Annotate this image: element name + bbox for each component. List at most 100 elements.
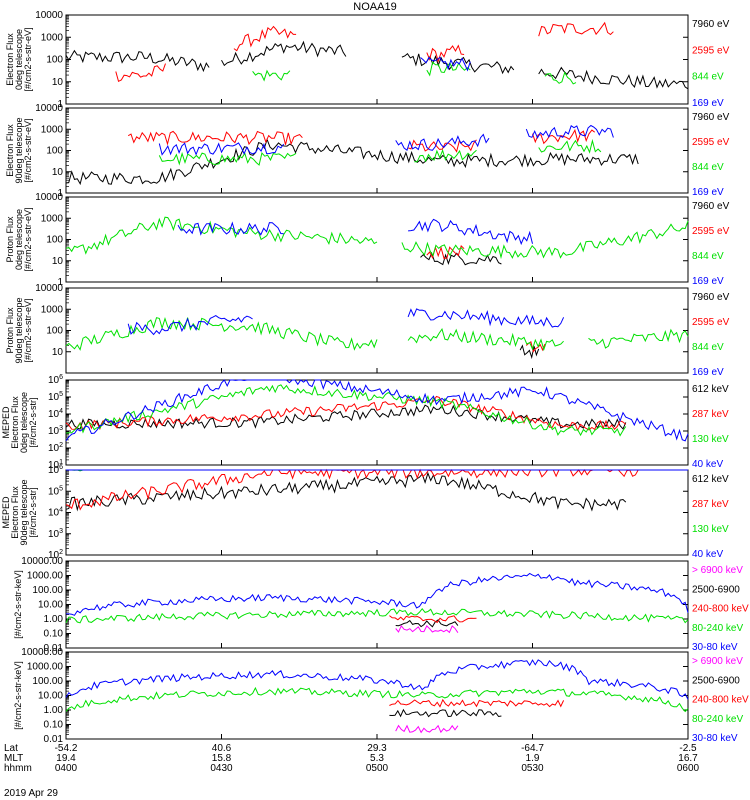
- y-tick-label: 10: [52, 347, 64, 358]
- footer-value: 19.4: [56, 753, 76, 764]
- panel-frame: [65, 651, 689, 740]
- series-trace: [158, 142, 285, 156]
- series-trace: [127, 315, 253, 336]
- series-trace: [426, 61, 471, 77]
- footer-value: -64.7: [521, 743, 544, 754]
- series-trace: [389, 698, 565, 708]
- series-trace: [525, 124, 614, 139]
- panel-frame: [65, 469, 689, 556]
- legend-entry: 169 eV: [692, 276, 724, 287]
- series-trace: [538, 138, 602, 154]
- legend-entry: 40 keV: [692, 549, 723, 560]
- legend-entry: 844 eV: [692, 162, 724, 173]
- y-tick-label: 1000: [41, 32, 64, 43]
- legend-entry: 2500-6900: [692, 675, 740, 686]
- legend-entry: 30-80 keV: [692, 642, 738, 653]
- y-axis-label-line: 0deg telescope: [14, 209, 24, 270]
- footer-value: 15.8: [212, 753, 232, 764]
- series-trace: [115, 63, 166, 83]
- legend-entry: 287 keV: [692, 409, 729, 420]
- y-tick-label: 1000: [41, 213, 64, 224]
- series-trace: [65, 316, 378, 351]
- series-trace: [395, 133, 490, 152]
- series-trace: [233, 25, 297, 52]
- y-axis-label-line: Electron Flux: [5, 33, 15, 86]
- series-trace: [389, 708, 502, 718]
- panel-6: 102 103 104 105 106 MEPED Electron Flux 90deg t…: [1, 464, 729, 561]
- y-axis-label-line: MEPED: [1, 496, 11, 529]
- legend-entry: > 6900 keV: [692, 565, 743, 576]
- legend-entry: 169 eV: [692, 367, 724, 378]
- panel-5: 101 102 103 104 105 106 MEPED Electron Flux 0deg…: [1, 374, 729, 471]
- series-trace: [65, 395, 627, 432]
- series-trace: [65, 404, 627, 430]
- y-tick-label: 105: [48, 485, 63, 497]
- y-axis-label-line: [#/cm2-s-str]: [28, 397, 38, 447]
- legend-entry: 2500-6900: [692, 584, 740, 595]
- y-tick-label: 104: [48, 507, 63, 519]
- series-trace: [65, 608, 689, 624]
- series-trace: [66, 572, 689, 616]
- series-trace: [408, 218, 533, 246]
- footer-value: 0500: [366, 763, 389, 774]
- footer-row-label: MLT: [4, 753, 23, 764]
- footer-value: 16.7: [678, 753, 698, 764]
- y-tick-label: 1: [57, 188, 63, 199]
- y-tick-label: 10.00: [38, 600, 63, 611]
- plot-title: NOAA19: [353, 1, 396, 13]
- series-trace: [65, 137, 639, 186]
- y-axis-label-line: Proton Flux: [5, 216, 15, 263]
- y-tick-label: 10000: [35, 103, 63, 114]
- y-axis-label-line: Electron Flux: [5, 124, 15, 177]
- y-axis-label-line: Electron Flux: [10, 486, 20, 539]
- footer-value: 0430: [210, 763, 233, 774]
- y-tick-label: 106: [48, 374, 63, 386]
- y-tick-label: 10: [52, 77, 64, 88]
- y-tick-label: 102: [48, 549, 63, 561]
- y-axis-label-line: MEPED: [1, 406, 11, 439]
- series-trace: [420, 251, 502, 266]
- y-tick-label: 10000: [35, 192, 63, 203]
- legend-entry: 2595 eV: [692, 317, 730, 328]
- series-trace: [426, 44, 465, 64]
- y-tick-label: 100: [46, 235, 63, 246]
- date-label: 2019 Apr 29: [4, 788, 58, 799]
- legend-entry: > 6900 keV: [692, 656, 743, 667]
- y-tick-label: 100: [46, 55, 63, 66]
- y-tick-label: 10000.00: [21, 647, 63, 658]
- series-trace: [407, 308, 565, 328]
- y-axis-label-line: Proton Flux: [5, 307, 15, 354]
- footer-value: 40.6: [212, 743, 232, 754]
- y-tick-label: 1.00: [44, 705, 64, 716]
- y-axis-label-line: Electron Flux: [10, 396, 20, 449]
- y-tick-label: 0.01: [44, 734, 64, 745]
- legend-entry: 30-80 keV: [692, 733, 738, 744]
- y-tick-label: 0.10: [44, 720, 64, 731]
- footer-value: 29.3: [367, 743, 387, 754]
- y-tick-label: 1000.00: [27, 662, 64, 673]
- series-trace: [65, 216, 378, 255]
- y-tick-label: 100.00: [32, 676, 63, 687]
- y-axis-label-line: [#/cm2-s-str-eV]: [23, 207, 33, 271]
- y-axis-label-line: [#/cm2-s-str-keV]: [13, 570, 23, 639]
- legend-entry: 2595 eV: [692, 137, 730, 148]
- legend-entry: 7960 eV: [692, 112, 730, 123]
- y-tick-label: 103: [48, 425, 63, 437]
- y-tick-label: 100: [46, 326, 63, 337]
- footer-value: 1.9: [526, 753, 540, 764]
- series-trace: [588, 328, 689, 349]
- footer-value: 5.3: [370, 753, 384, 764]
- panel-frame: [65, 560, 689, 649]
- panel-8: 0.01 0.10 1.00 10.00 100.00 1000.00 10000.00 [#…: [13, 647, 749, 745]
- series-trace: [544, 71, 577, 85]
- legend-entry: 2595 eV: [692, 226, 730, 237]
- y-axis-label-line: [#/cm2-s-str-eV]: [23, 298, 33, 362]
- legend-entry: 240-800 keV: [692, 604, 749, 615]
- series-trace: [414, 148, 477, 163]
- legend-entry: 169 eV: [692, 98, 724, 109]
- legend-entry: 7960 eV: [692, 292, 730, 303]
- y-tick-label: 10000.00: [21, 556, 63, 567]
- panel-frame: [65, 287, 689, 374]
- series-trace: [401, 220, 689, 260]
